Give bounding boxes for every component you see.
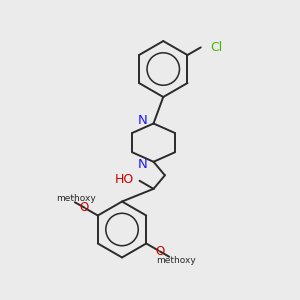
Text: N: N	[138, 114, 148, 127]
Text: methoxy: methoxy	[56, 194, 96, 203]
Text: O: O	[155, 245, 165, 258]
Text: Cl: Cl	[210, 41, 222, 54]
Text: methoxy: methoxy	[70, 196, 77, 198]
Text: O: O	[80, 201, 89, 214]
Text: N: N	[138, 158, 148, 171]
Text: HO: HO	[115, 173, 134, 186]
Text: methoxy: methoxy	[156, 256, 196, 265]
